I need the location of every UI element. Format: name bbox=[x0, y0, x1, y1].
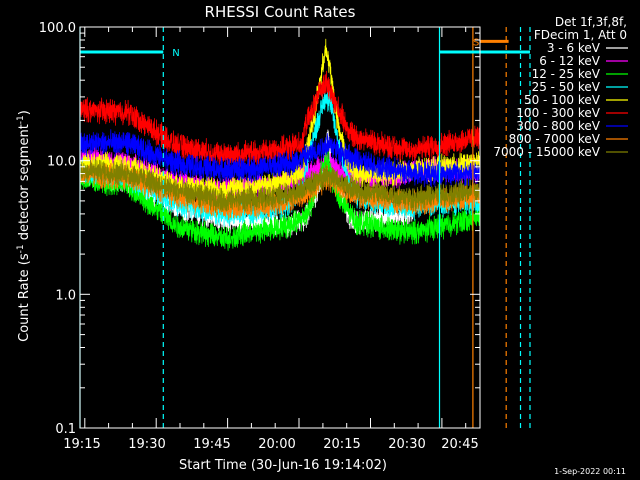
legend-label-9: 7000 - 15000 keV bbox=[493, 145, 600, 159]
legend-label-8: 800 - 7000 keV bbox=[509, 132, 601, 146]
series-line-7 bbox=[79, 129, 481, 188]
flag-label-3: S bbox=[473, 37, 479, 48]
series-line-9 bbox=[79, 158, 481, 213]
series-line-6 bbox=[79, 70, 481, 167]
x-tick-label-5: 20:15 bbox=[323, 437, 360, 452]
y-tick-label-1: 0.1 bbox=[55, 422, 76, 437]
y-label-exp-2: -1 bbox=[16, 115, 26, 124]
y-tick-label-2: 1.0 bbox=[55, 288, 76, 303]
y-tick-label-4: 100.0 bbox=[39, 21, 76, 36]
legend-label-2: 6 - 12 keV bbox=[539, 54, 601, 68]
footer-date: 1-Sep-2022 00:11 bbox=[554, 467, 626, 476]
legend-label-7: 300 - 800 keV bbox=[516, 119, 600, 133]
text-group: RHESSI Count Rates Start Time (30-Jun-16… bbox=[16, 3, 627, 476]
axes-group: 0.1 1.0 10.0 100.0 19:15 19:30 19:45 20:00 20:15… bbox=[39, 21, 481, 452]
legend-label-3: 12 - 25 keV bbox=[532, 67, 601, 81]
legend-header-line-2: FDecim 1, Att 0 bbox=[534, 28, 627, 42]
chart-title: RHESSI Count Rates bbox=[205, 3, 356, 21]
series-line-3 bbox=[79, 150, 481, 251]
x-tick-label-7: 20:45 bbox=[441, 437, 478, 452]
y-axis-label: Count Rate (s-1 detector segment-1) bbox=[16, 110, 32, 342]
x-axis-label: Start Time (30-Jun-16 19:14:02) bbox=[179, 458, 387, 473]
x-tick-label-2: 19:30 bbox=[128, 437, 165, 452]
x-tick-label-4: 20:00 bbox=[258, 437, 295, 452]
legend-label-5: 50 - 100 keV bbox=[524, 93, 601, 107]
y-label-exp-1: -1 bbox=[16, 244, 26, 253]
legend-header-line-1: Det 1f,3f,8f, bbox=[555, 15, 627, 29]
legend-label-4: 25 - 50 keV bbox=[532, 80, 601, 94]
y-label-part-1: Count Rate (s bbox=[17, 253, 32, 342]
legend-label-1: 3 - 6 keV bbox=[547, 41, 601, 55]
y-tick-label-3: 10.0 bbox=[47, 155, 76, 170]
x-tick-label-6: 20:30 bbox=[388, 437, 425, 452]
data-series-group bbox=[79, 38, 481, 251]
y-label-part-3: ) bbox=[17, 110, 32, 115]
plot-frame bbox=[79, 26, 481, 429]
legend-label-6: 100 - 300 keV bbox=[516, 106, 600, 120]
x-tick-label-3: 19:45 bbox=[193, 437, 230, 452]
flag-label-1: N bbox=[172, 48, 179, 59]
y-label-part-2: detector segment bbox=[17, 124, 32, 244]
x-tick-label-1: 19:15 bbox=[63, 437, 100, 452]
